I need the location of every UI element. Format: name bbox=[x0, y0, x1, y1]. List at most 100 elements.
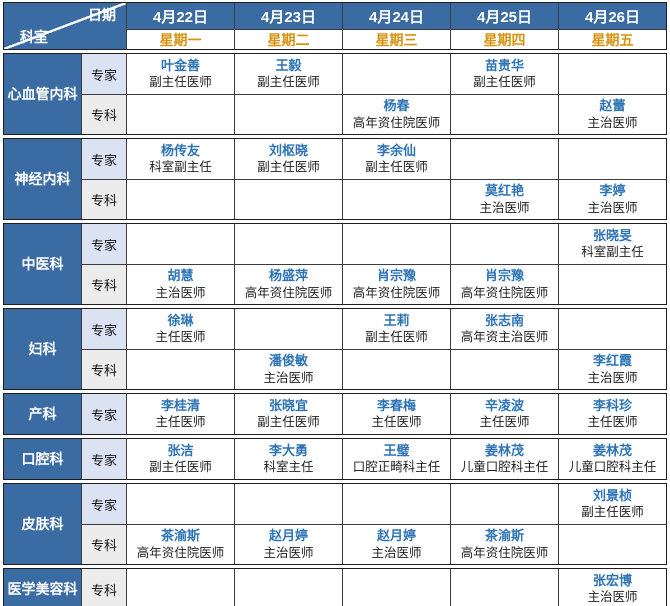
schedule-cell: 张晓旻 科室副主任 bbox=[558, 224, 666, 264]
outpatient-schedule-table: 日期 科室 4月22日 4月23日 4月24日 4月25日 4月26日 星期一 … bbox=[3, 2, 667, 606]
department-block-8: 医学美容科 专科 张宏博 主治医师 bbox=[3, 568, 667, 606]
schedule-cell bbox=[450, 139, 558, 179]
schedule-cell: 徐琳 主任医师 bbox=[126, 309, 234, 349]
schedule-cell: 刘景桢 副主任医师 bbox=[558, 484, 666, 524]
schedule-cell: 李春梅 主任医师 bbox=[342, 394, 450, 434]
schedule-cell: 赵月婷 主治医师 bbox=[234, 524, 342, 564]
doctor-title: 副主任医师 bbox=[149, 75, 212, 90]
table-header: 日期 科室 4月22日 4月23日 4月24日 4月25日 4月26日 星期一 … bbox=[3, 2, 667, 50]
weekday-header-thu: 星期四 bbox=[450, 29, 558, 49]
schedule-cell: 李红霞 主治医师 bbox=[558, 349, 666, 389]
doctor-title: 主治医师 bbox=[155, 285, 206, 300]
row-label-specialist: 专科 bbox=[81, 94, 126, 134]
doctor-name: 辛凌波 bbox=[484, 397, 524, 413]
row-label-specialist: 专科 bbox=[81, 569, 126, 606]
schedule-cell: 茶渝斯 高年资住院医师 bbox=[450, 524, 558, 564]
schedule-cell: 莫红艳 主治医师 bbox=[450, 179, 558, 219]
row-label-expert: 专家 bbox=[81, 139, 126, 179]
doctor-title: 主治医师 bbox=[479, 200, 530, 215]
schedule-cell bbox=[342, 349, 450, 389]
doctor-title: 高年资住院医师 bbox=[352, 285, 441, 300]
schedule-cell: 胡慧 主治医师 bbox=[126, 264, 234, 304]
doctor-title: 科室副主任 bbox=[581, 245, 644, 260]
department-block-7: 皮肤科 专家 刘景桢 副主任医师 专科 茶渝斯 高年资住院医师 赵月婷 主治医师 赵月婷 主治医师茶… bbox=[3, 483, 667, 565]
date-header-thu: 4月25日 bbox=[450, 3, 558, 29]
doctor-name: 胡慧 bbox=[167, 268, 194, 284]
schedule-cell bbox=[126, 224, 234, 264]
corner-date-department-cell: 日期 科室 bbox=[4, 3, 126, 49]
schedule-cell bbox=[234, 484, 342, 524]
schedule-cell bbox=[342, 54, 450, 94]
doctor-name: 李婷 bbox=[599, 183, 626, 199]
department-name: 心血管内科 bbox=[4, 54, 81, 134]
schedule-cell bbox=[450, 94, 558, 134]
schedule-cell bbox=[558, 54, 666, 94]
weekday-header-fri: 星期五 bbox=[558, 29, 666, 49]
schedule-cell: 王璧 口腔正畸科主任 bbox=[342, 439, 450, 479]
doctor-title: 副主任医师 bbox=[473, 75, 536, 90]
schedule-cell bbox=[450, 349, 558, 389]
doctor-name: 张洁 bbox=[167, 442, 194, 458]
doctor-name: 李桂清 bbox=[160, 397, 200, 413]
schedule-cell bbox=[342, 179, 450, 219]
schedule-cell bbox=[450, 224, 558, 264]
row-label-expert: 专家 bbox=[81, 224, 126, 264]
department-name: 妇科 bbox=[4, 309, 81, 389]
doctor-name: 赵月婷 bbox=[376, 528, 416, 544]
schedule-cell: 刘枢晓 副主任医师 bbox=[234, 139, 342, 179]
schedule-cell bbox=[126, 94, 234, 134]
schedule-cell bbox=[126, 484, 234, 524]
schedule-cell: 杨春 高年资住院医师 bbox=[342, 94, 450, 134]
doctor-title: 主治医师 bbox=[263, 545, 314, 560]
doctor-name: 李春梅 bbox=[376, 397, 416, 413]
doctor-title: 科室主任 bbox=[263, 460, 314, 475]
department-block-4: 妇科 专家 徐琳 主任医师 王莉 副主任医师 张志南 高年资主治医师 专科 潘俊敏 主治医师 李红霞主… bbox=[3, 308, 667, 390]
doctor-name: 莫红艳 bbox=[484, 183, 524, 199]
schedule-cell bbox=[450, 569, 558, 606]
department-block-6: 口腔科 专家 张洁 副主任医师 李大勇 科室主任 王璧 口腔正畸科主任 姜林茂 儿童口腔科主任 姜林… bbox=[3, 438, 667, 480]
row-label-expert: 专家 bbox=[81, 439, 126, 479]
doctor-name: 潘俊敏 bbox=[268, 353, 308, 369]
doctor-name: 赵月婷 bbox=[268, 528, 308, 544]
schedule-cell bbox=[450, 484, 558, 524]
schedule-cell: 辛凌波 主任医师 bbox=[450, 394, 558, 434]
schedule-cell bbox=[234, 309, 342, 349]
corner-date-label: 日期 bbox=[88, 7, 116, 23]
doctor-title: 高年资住院医师 bbox=[460, 545, 549, 560]
schedule-cell bbox=[342, 569, 450, 606]
row-label-specialist: 专科 bbox=[81, 264, 126, 304]
doctor-name: 姜林茂 bbox=[592, 442, 632, 458]
department-name: 中医科 bbox=[4, 224, 81, 304]
doctor-name: 刘枢晓 bbox=[268, 142, 308, 158]
doctor-name: 肖宗豫 bbox=[376, 268, 416, 284]
doctor-title: 主任医师 bbox=[371, 415, 422, 430]
schedule-cell: 肖宗豫 高年资住院医师 bbox=[450, 264, 558, 304]
doctor-title: 高年资主治医师 bbox=[460, 330, 549, 345]
doctor-title: 主治医师 bbox=[587, 115, 638, 130]
doctor-name: 李大勇 bbox=[268, 442, 308, 458]
doctor-title: 高年资住院医师 bbox=[244, 285, 333, 300]
schedule-cell: 潘俊敏 主治医师 bbox=[234, 349, 342, 389]
doctor-title: 副主任医师 bbox=[149, 460, 212, 475]
date-header-mon: 4月22日 bbox=[126, 3, 234, 29]
department-name: 神经内科 bbox=[4, 139, 81, 219]
doctor-name: 杨春 bbox=[383, 98, 410, 114]
doctor-title: 副主任医师 bbox=[365, 160, 428, 175]
doctor-name: 张晓宜 bbox=[268, 397, 308, 413]
doctor-title: 儿童口腔科主任 bbox=[568, 460, 657, 475]
schedule-cell bbox=[342, 224, 450, 264]
doctor-name: 苗贵华 bbox=[484, 57, 524, 73]
doctor-name: 张志南 bbox=[484, 312, 524, 328]
schedule-cell: 叶金善 副主任医师 bbox=[126, 54, 234, 94]
doctor-title: 主治医师 bbox=[371, 545, 422, 560]
doctor-name: 王璧 bbox=[383, 442, 410, 458]
department-name: 皮肤科 bbox=[4, 484, 81, 564]
row-label-specialist: 专科 bbox=[81, 349, 126, 389]
doctor-name: 李余仙 bbox=[376, 142, 416, 158]
doctor-name: 李科珍 bbox=[592, 397, 632, 413]
doctor-title: 口腔正畸科主任 bbox=[352, 460, 441, 475]
schedule-cell: 姜林茂儿童口腔科主任 bbox=[558, 439, 666, 479]
doctor-name: 徐琳 bbox=[167, 312, 194, 328]
doctor-title: 主治医师 bbox=[587, 200, 638, 215]
doctor-name: 叶金善 bbox=[160, 57, 200, 73]
